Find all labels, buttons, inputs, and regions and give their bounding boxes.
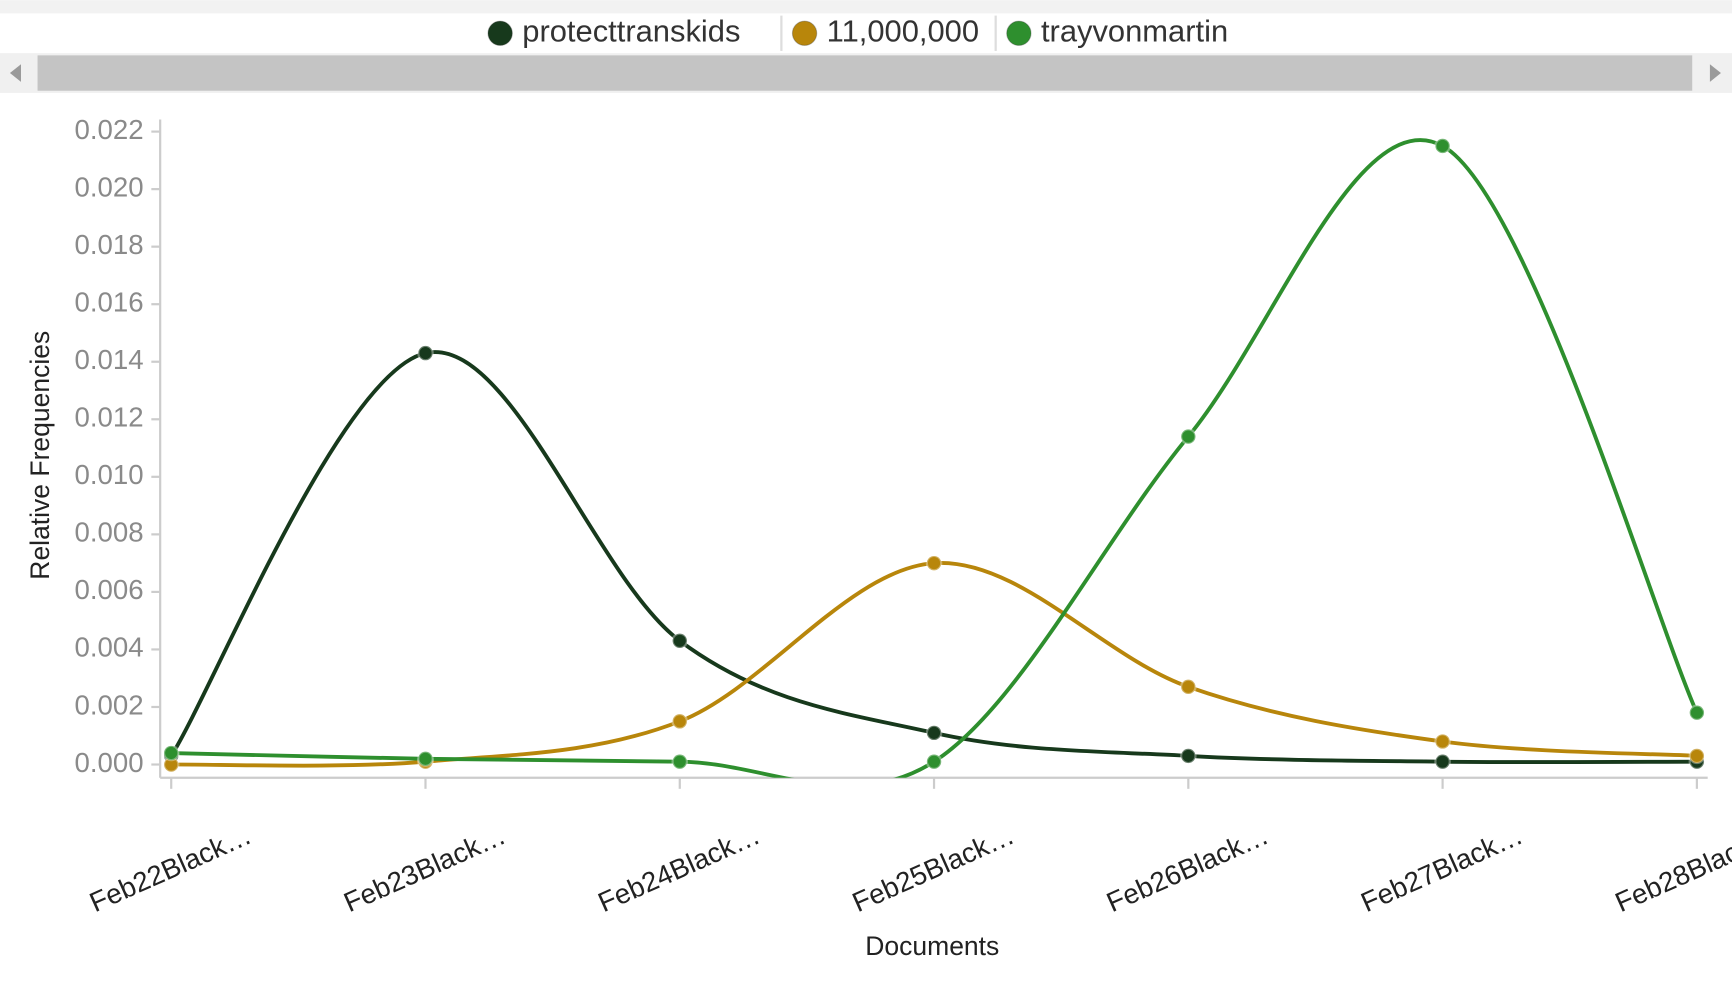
data-point	[1688, 704, 1706, 722]
data-point	[671, 713, 689, 730]
y-tick-label: 0.020	[75, 171, 144, 202]
legend-item[interactable]: protecttranskids	[487, 13, 740, 48]
data-point	[417, 750, 434, 768]
legend-marker	[487, 20, 513, 46]
legend-label: 11,000,000	[827, 13, 979, 48]
scrollbar-thumb[interactable]	[37, 55, 1693, 91]
x-tick-label: Feb23Black…	[339, 819, 510, 918]
y-tick-label: 0.000	[75, 747, 144, 778]
top-strip	[0, 0, 1732, 14]
legend-marker	[791, 20, 818, 46]
data-point	[925, 753, 943, 770]
legend-label: trayvonmartin	[1041, 13, 1228, 48]
x-tick-label: Feb28Black…	[1610, 819, 1732, 918]
data-point	[671, 753, 689, 770]
x-tick-label: Feb24Black…	[593, 819, 764, 918]
x-tick-label: Feb22Black…	[85, 819, 256, 918]
data-point	[1180, 428, 1197, 445]
y-tick-label: 0.022	[75, 114, 144, 145]
legend-item[interactable]: 11,000,000	[791, 13, 979, 48]
y-tick-label: 0.004	[75, 632, 144, 663]
data-point	[925, 554, 943, 572]
data-point	[1434, 733, 1451, 750]
y-tick-label: 0.014	[75, 344, 144, 375]
y-tick-label: 0.010	[75, 459, 144, 490]
data-point	[162, 744, 180, 762]
y-tick-label: 0.002	[75, 689, 144, 720]
x-tick-label: Feb27Black…	[1356, 819, 1527, 918]
x-tick-label: Feb25Black…	[848, 819, 1019, 918]
data-point	[417, 344, 434, 362]
series-line	[169, 350, 1697, 765]
data-point	[925, 724, 943, 742]
legend: protecttranskids 11,000,000 trayvonmartin	[487, 13, 1228, 51]
y-tick-label: 0.006	[75, 574, 144, 605]
x-axis-title: Documents	[865, 931, 999, 961]
y-tick-label: 0.008	[75, 517, 144, 548]
y-tick-label: 0.018	[75, 229, 144, 260]
scroll-left-arrow[interactable]	[9, 64, 21, 82]
data-point	[1434, 753, 1451, 770]
scroll-right-arrow[interactable]	[1709, 64, 1721, 82]
data-point	[1434, 137, 1451, 155]
legend-marker	[1006, 20, 1032, 46]
y-axis-title: Relative Frequencies	[25, 331, 55, 580]
series-line	[171, 138, 1699, 778]
data-point	[1688, 747, 1706, 765]
legend-label: protecttranskids	[522, 13, 740, 48]
y-tick-label: 0.012	[75, 402, 144, 433]
data-point	[671, 632, 689, 650]
data-point	[1180, 747, 1197, 765]
legend-item[interactable]: trayvonmartin	[1006, 13, 1228, 48]
data-point	[1180, 678, 1197, 696]
y-tick-label: 0.016	[75, 287, 144, 318]
x-tick-label: Feb26Black…	[1102, 819, 1273, 918]
plot-area	[169, 138, 1699, 778]
